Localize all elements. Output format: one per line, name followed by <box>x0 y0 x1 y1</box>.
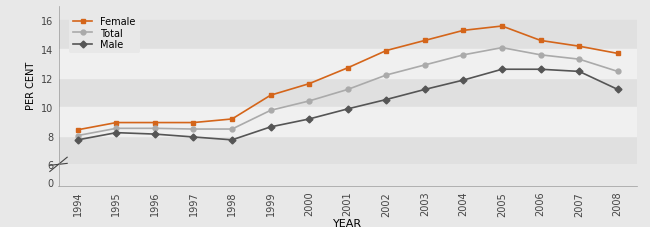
Female <box>74 129 82 132</box>
X-axis label: YEAR: YEAR <box>333 218 362 227</box>
Total <box>421 64 429 67</box>
Male <box>460 79 467 82</box>
Total <box>306 100 313 103</box>
Female <box>537 40 545 43</box>
Female <box>575 46 583 48</box>
Total <box>151 127 159 130</box>
Female <box>614 53 621 56</box>
Male <box>421 89 429 91</box>
Bar <box>58 136 637 165</box>
Male <box>228 139 236 142</box>
Total <box>190 128 198 131</box>
Total <box>266 109 274 112</box>
Total <box>228 128 236 131</box>
Male <box>190 136 198 139</box>
Bar <box>58 21 637 50</box>
Female <box>190 122 198 124</box>
Y-axis label: PER CENT: PER CENT <box>26 62 36 110</box>
Total <box>382 74 390 77</box>
Line: Total: Total <box>75 46 620 138</box>
Total <box>575 59 583 61</box>
Female <box>421 40 429 43</box>
Male <box>344 108 352 111</box>
Female <box>344 67 352 70</box>
Male <box>74 139 82 142</box>
Male <box>537 69 545 71</box>
Bar <box>58 107 637 136</box>
Line: Male: Male <box>75 67 620 143</box>
Female <box>228 118 236 121</box>
Total <box>537 54 545 57</box>
Female <box>460 30 467 32</box>
Bar <box>58 50 637 79</box>
Total <box>74 135 82 137</box>
Total <box>614 71 621 74</box>
Female <box>306 83 313 86</box>
Male <box>266 126 274 129</box>
Female <box>382 50 390 53</box>
Female <box>151 122 159 124</box>
Male <box>306 118 313 121</box>
Total <box>112 127 120 130</box>
Female <box>112 122 120 124</box>
Legend: Female, Total, Male: Female, Total, Male <box>69 13 140 54</box>
Male <box>112 132 120 134</box>
Male <box>151 133 159 136</box>
Total <box>498 47 506 50</box>
Male <box>498 69 506 71</box>
Female <box>498 25 506 28</box>
Total <box>344 89 352 91</box>
Total <box>460 54 467 57</box>
Male <box>614 89 621 91</box>
Bar <box>58 79 637 107</box>
Female <box>266 94 274 97</box>
Male <box>382 99 390 101</box>
Male <box>575 71 583 74</box>
Line: Female: Female <box>75 25 620 133</box>
